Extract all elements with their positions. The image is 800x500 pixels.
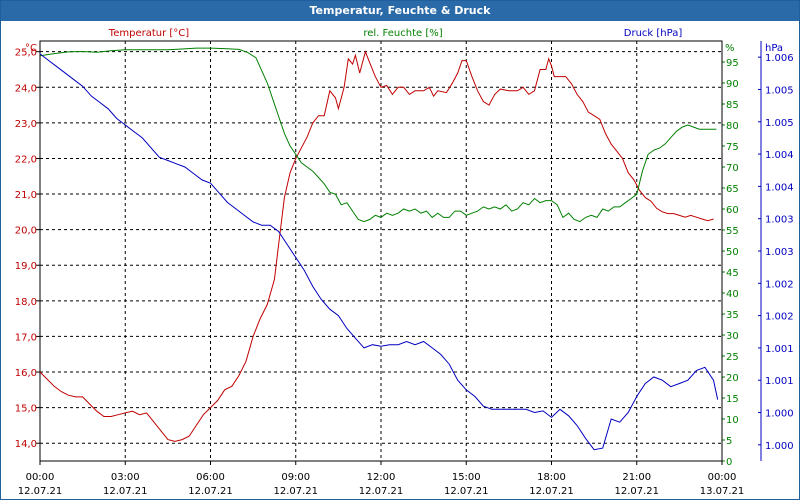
tick-pressure: 1.002 [765,312,794,323]
x-tick-time: 06:00 [196,472,225,483]
x-tick-time: 21:00 [622,472,651,483]
tick-pressure: 1.001 [765,344,794,355]
tick-humidity: 70 [726,163,739,174]
x-tick-date: 13.07.21 [700,486,745,497]
tick-temperature: 24,0 [15,83,37,94]
unit-pressure: hPa [765,43,783,54]
tick-pressure: 1.002 [765,279,794,290]
tick-temperature: 21,0 [15,190,37,201]
tick-humidity: 40 [726,289,739,300]
tick-pressure: 1.005 [765,85,794,96]
tick-temperature: 23,0 [15,119,37,130]
tick-temperature: 22,0 [15,154,37,165]
tick-humidity: 80 [726,121,739,132]
grid-lines [36,41,761,465]
tick-temperature: 14,0 [15,439,37,450]
tick-temperature: 17,0 [15,332,37,343]
tick-temperature: 20,0 [15,226,37,237]
tick-humidity: 85 [726,100,739,111]
tick-pressure: 1.003 [765,247,794,258]
series-line-temperature [39,50,714,442]
series-line-pressure [39,53,719,451]
tick-pressure: 1.006 [765,53,794,64]
tick-humidity: 55 [726,226,739,237]
unit-humidity: % [725,43,735,54]
x-tick-date: 12.07.21 [444,486,489,497]
x-tick-time: 03:00 [111,472,140,483]
tick-pressure: 1.001 [765,376,794,387]
x-tick-date: 12.07.21 [359,486,404,497]
tick-humidity: 30 [726,331,739,342]
x-tick-date: 12.07.21 [188,486,233,497]
x-tick-time: 15:00 [452,472,481,483]
legend-pressure: Druck [hPa] [624,28,683,39]
x-tick-date: 12.07.21 [273,486,318,497]
tick-labels: 00:00 12.07.21 03:00 12.07.21 06:00 12.07.21 0… [15,48,794,497]
tick-pressure: 1.003 [765,215,794,226]
tick-temperature: 15,0 [15,404,37,415]
tick-pressure: 1.005 [765,118,794,129]
tick-pressure: 1.000 [765,409,794,420]
legend-temperature: Temperatur [°C] [108,28,189,39]
tick-temperature: 19,0 [15,261,37,272]
tick-temperature: 18,0 [15,297,37,308]
x-tick-time: 12:00 [367,472,396,483]
tick-temperature: 16,0 [15,368,37,379]
x-tick-date: 12.07.21 [103,486,148,497]
plot-area [39,40,723,462]
window-title: Temperatur, Feuchte & Druck [1,1,799,21]
tick-humidity: 35 [726,310,739,321]
x-tick-time: 18:00 [537,472,566,483]
x-tick-time: 00:00 [26,472,55,483]
series-line-humidity [39,47,717,223]
tick-humidity: 50 [726,247,739,258]
x-tick-date: 12.07.21 [18,486,63,497]
x-tick-date: 12.07.21 [529,486,574,497]
tick-humidity: 15 [726,394,739,405]
tick-humidity: 10 [726,415,739,426]
tick-humidity: 25 [726,352,739,363]
tick-pressure: 1.000 [765,441,794,452]
tick-humidity: 0 [726,457,732,468]
x-tick-date: 12.07.21 [614,486,659,497]
unit-temperature: °C [25,43,37,54]
tick-humidity: 20 [726,373,739,384]
tick-humidity: 45 [726,268,739,279]
tick-humidity: 5 [726,436,732,447]
tick-pressure: 1.004 [765,182,794,193]
x-tick-time: 00:00 [708,472,737,483]
tick-humidity: 75 [726,142,739,153]
series-group [39,47,719,451]
tick-pressure: 1.004 [765,150,794,161]
tick-humidity: 60 [726,205,739,216]
tick-temperature: 25,0 [15,48,37,59]
legend-humidity: rel. Feuchte [%] [363,28,442,39]
tick-humidity: 90 [726,79,739,90]
tick-humidity: 95 [726,58,739,69]
x-tick-time: 09:00 [281,472,310,483]
tick-humidity: 65 [726,184,739,195]
